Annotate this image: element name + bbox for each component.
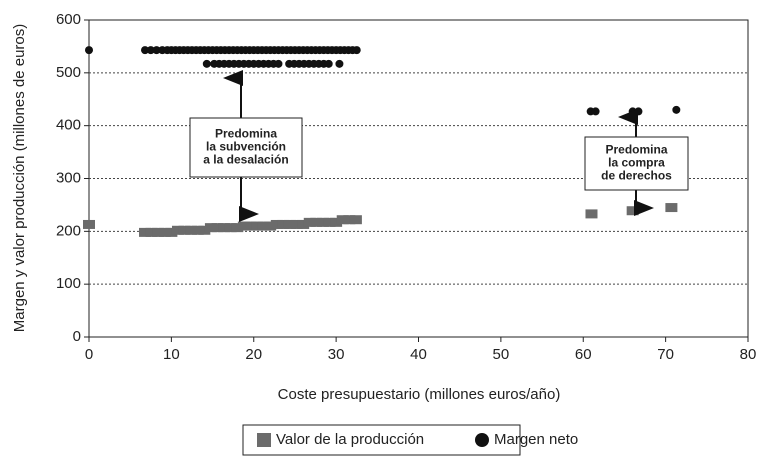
point	[185, 225, 198, 235]
point	[231, 223, 244, 233]
point	[178, 225, 191, 235]
point	[330, 217, 343, 227]
annotation-box	[189, 117, 303, 178]
point	[158, 227, 171, 237]
annotation-box	[584, 136, 689, 191]
point	[141, 46, 150, 55]
point	[310, 217, 323, 227]
point	[191, 225, 204, 235]
x-tick-label: 0	[85, 346, 93, 363]
y-tick-label: 0	[73, 328, 81, 345]
legend-marker	[257, 433, 271, 447]
x-tick-label: 40	[410, 346, 427, 363]
point	[211, 223, 224, 233]
point	[237, 221, 250, 231]
point	[146, 46, 155, 55]
point	[634, 107, 643, 116]
x-tick-label: 80	[740, 346, 757, 363]
legend-box	[242, 424, 521, 456]
point	[335, 59, 344, 68]
point	[145, 227, 158, 237]
annotation-text: la subvención	[206, 140, 286, 154]
x-axis-label: Coste presupuestario (millones euros/año…	[278, 386, 561, 403]
y-axis-label: Margen y valor producción (millones de e…	[11, 24, 28, 332]
point	[152, 227, 165, 237]
point	[257, 221, 270, 231]
x-tick-label: 10	[163, 346, 180, 363]
y-tick-label: 600	[56, 11, 81, 28]
point	[665, 203, 678, 213]
point	[218, 223, 231, 233]
annotation-text: Predomina	[605, 143, 667, 157]
x-tick-label: 50	[493, 346, 510, 363]
point	[303, 217, 316, 227]
point	[277, 219, 290, 229]
point	[251, 221, 264, 231]
x-tick-label: 20	[245, 346, 262, 363]
point	[139, 227, 152, 237]
y-tick-label: 100	[56, 275, 81, 292]
point	[591, 107, 600, 116]
point	[316, 217, 329, 227]
x-tick-label: 60	[575, 346, 592, 363]
point	[224, 223, 237, 233]
point	[343, 215, 356, 225]
x-tick-label: 70	[657, 346, 674, 363]
point	[270, 219, 283, 229]
point	[274, 59, 283, 68]
annotation-text: Predomina	[215, 127, 277, 141]
point	[152, 46, 161, 55]
point	[171, 225, 184, 235]
point	[297, 219, 310, 229]
point	[85, 46, 93, 55]
annotation-text: la compra	[608, 156, 665, 170]
legend-label: Margen neto	[494, 431, 578, 448]
point	[264, 221, 277, 231]
annotation-text: de derechos	[601, 169, 672, 183]
point	[283, 219, 296, 229]
point	[352, 46, 361, 55]
point	[165, 227, 178, 237]
legend-label: Valor de la producción	[276, 431, 424, 448]
annotation-text: a la desalación	[203, 153, 288, 167]
point	[198, 225, 211, 235]
y-tick-label: 300	[56, 169, 81, 186]
point	[336, 215, 349, 225]
point	[290, 219, 303, 229]
point	[323, 217, 336, 227]
point	[204, 223, 217, 233]
point	[83, 219, 95, 229]
point	[626, 206, 639, 216]
y-tick-label: 200	[56, 222, 81, 239]
point	[244, 221, 257, 231]
y-tick-label: 400	[56, 117, 81, 134]
point	[324, 59, 333, 68]
point	[585, 209, 598, 219]
x-tick-label: 30	[328, 346, 345, 363]
legend-marker	[475, 433, 489, 447]
point	[202, 59, 211, 68]
point	[672, 105, 681, 114]
point	[349, 215, 362, 225]
y-tick-label: 500	[56, 64, 81, 81]
